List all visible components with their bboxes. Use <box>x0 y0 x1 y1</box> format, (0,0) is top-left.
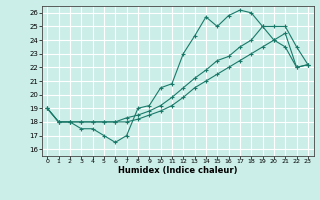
X-axis label: Humidex (Indice chaleur): Humidex (Indice chaleur) <box>118 166 237 175</box>
